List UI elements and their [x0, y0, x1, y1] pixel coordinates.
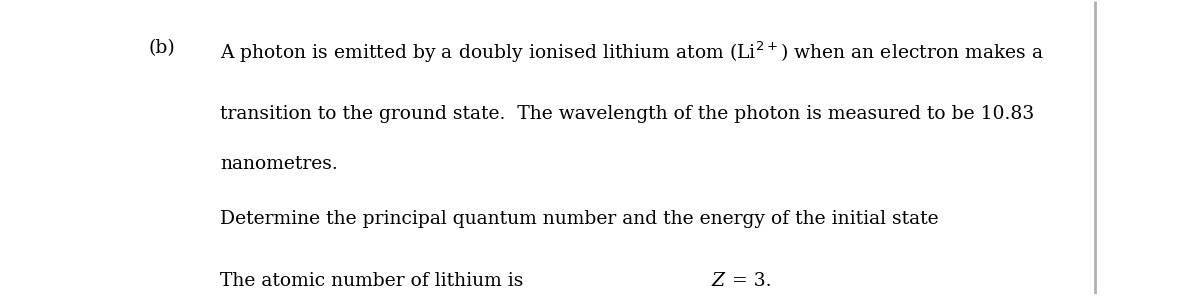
Text: Z: Z — [712, 272, 725, 290]
Text: The atomic number of lithium is: The atomic number of lithium is — [220, 272, 529, 290]
Text: A photon is emitted by a doubly ionised lithium atom (Li$^{2+}$) when an electro: A photon is emitted by a doubly ionised … — [220, 39, 1044, 65]
Text: nanometres.: nanometres. — [220, 155, 338, 173]
Text: Determine the principal quantum number and the energy of the initial state: Determine the principal quantum number a… — [220, 210, 938, 229]
Text: (b): (b) — [149, 39, 175, 57]
Text: transition to the ground state.  The wavelength of the photon is measured to be : transition to the ground state. The wave… — [220, 105, 1034, 123]
Text: = 3.: = 3. — [726, 272, 772, 290]
